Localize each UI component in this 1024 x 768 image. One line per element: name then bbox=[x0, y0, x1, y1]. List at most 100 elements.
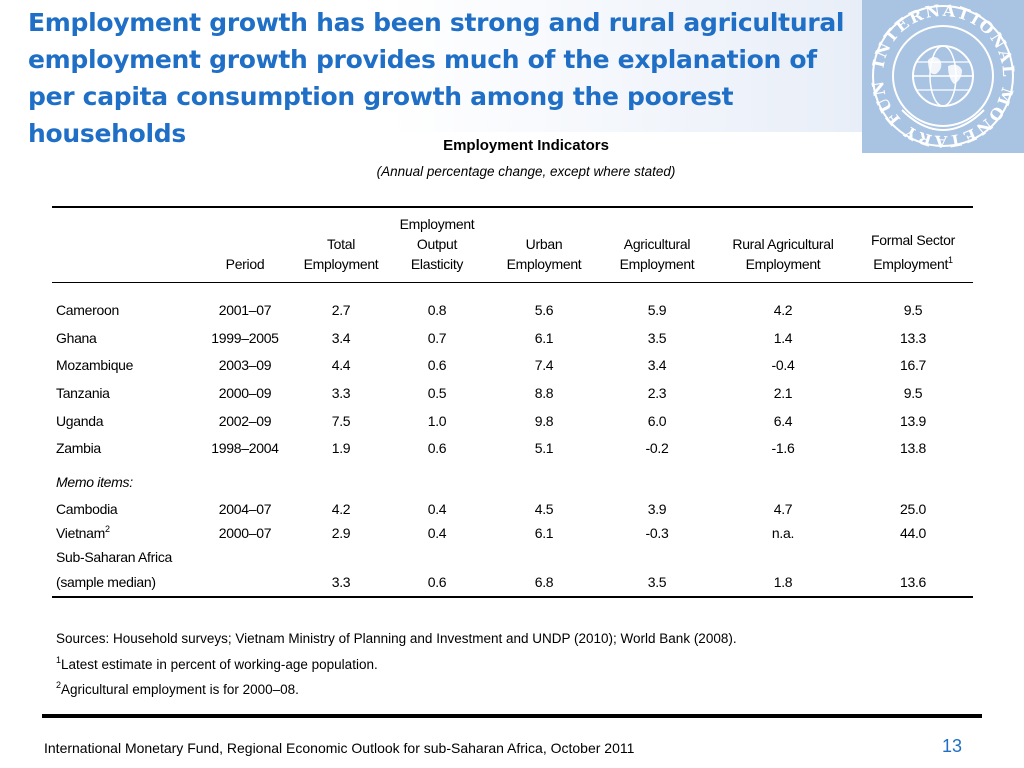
footnote-1-text: Latest estimate in percent of working-ag… bbox=[61, 657, 378, 672]
cell-rural-agri: -1.6 bbox=[771, 440, 795, 456]
header-period: Period bbox=[225, 256, 265, 272]
cell-total: 7.5 bbox=[331, 413, 351, 429]
cell-urban: 6.1 bbox=[534, 525, 554, 541]
header-rural-agri-line1: Rural Agricultural bbox=[732, 236, 834, 252]
cell-agri: -0.3 bbox=[645, 525, 669, 541]
cell-period: 2003–09 bbox=[218, 357, 272, 373]
table-header-rule bbox=[52, 282, 973, 283]
cell-elasticity: 0.7 bbox=[427, 330, 447, 346]
page-number: 13 bbox=[941, 736, 963, 756]
cell-elasticity: 0.4 bbox=[427, 501, 447, 517]
country-name: Uganda bbox=[56, 413, 104, 429]
imf-logo: INTERNATIONAL MONETARY FUND bbox=[862, 0, 1024, 153]
memo-label: Memo items: bbox=[56, 474, 133, 490]
footnote-2: 2Agricultural employment is for 2000–08. bbox=[56, 680, 299, 698]
ssa-label-line2: (sample median) bbox=[56, 574, 156, 590]
ssa-formal: 13.6 bbox=[899, 574, 927, 590]
header-rural-agri-line2: Employment bbox=[745, 256, 821, 272]
cell-urban: 5.1 bbox=[534, 440, 554, 456]
cell-formal: 13.9 bbox=[899, 413, 927, 429]
header-band bbox=[0, 0, 862, 132]
cell-formal: 9.5 bbox=[903, 385, 923, 401]
header-formal-line1: Formal Sector bbox=[870, 232, 955, 248]
cell-total: 2.7 bbox=[331, 302, 351, 318]
row-country: Ghana bbox=[56, 330, 206, 346]
imf-seal-icon: INTERNATIONAL MONETARY FUND bbox=[862, 0, 1016, 151]
header-agricultural-line2: Employment bbox=[619, 256, 695, 272]
table-bottom-rule bbox=[52, 596, 973, 598]
country-name: Cambodia bbox=[56, 501, 118, 517]
cell-formal: 9.5 bbox=[903, 302, 923, 318]
row-country: Zambia bbox=[56, 440, 206, 456]
cell-agri: 6.0 bbox=[647, 413, 667, 429]
cell-formal: 13.3 bbox=[899, 330, 927, 346]
row-country: Tanzania bbox=[56, 385, 206, 401]
cell-total: 3.3 bbox=[331, 385, 351, 401]
cell-period: 2001–07 bbox=[218, 302, 272, 318]
ssa-agri: 3.5 bbox=[647, 574, 667, 590]
cell-period: 2002–09 bbox=[218, 413, 272, 429]
cell-agri: 3.9 bbox=[647, 501, 667, 517]
cell-rural-agri: 4.7 bbox=[773, 501, 793, 517]
header-formal-line2: Employment1 bbox=[852, 254, 974, 274]
row-country: Vietnam2 bbox=[56, 524, 206, 542]
row-country: Mozambique bbox=[56, 357, 206, 373]
footnote-marker: 2 bbox=[105, 524, 110, 534]
footnote-2-text: Agricultural employment is for 2000–08. bbox=[61, 682, 299, 697]
header-agricultural-line1: Agricultural bbox=[623, 236, 691, 252]
header-total-line2: Employment bbox=[303, 256, 379, 272]
cell-agri: 3.5 bbox=[647, 330, 667, 346]
row-country: Cameroon bbox=[56, 302, 206, 318]
footnote-1-marker: 1 bbox=[56, 655, 62, 665]
cell-period: 2000–09 bbox=[218, 385, 272, 401]
cell-elasticity: 1.0 bbox=[427, 413, 447, 429]
cell-elasticity: 0.4 bbox=[427, 525, 447, 541]
footer-source: International Monetary Fund, Regional Ec… bbox=[44, 740, 635, 756]
cell-elasticity: 0.5 bbox=[427, 385, 447, 401]
header-urban-line1: Urban bbox=[525, 236, 563, 252]
footnote-2-marker: 2 bbox=[56, 680, 62, 690]
cell-urban: 7.4 bbox=[534, 357, 554, 373]
table-subtitle: (Annual percentage change, except where … bbox=[376, 164, 676, 179]
header-elasticity-line3: Elasticity bbox=[410, 256, 464, 272]
cell-period: 2000–07 bbox=[218, 525, 272, 541]
cell-period: 2004–07 bbox=[218, 501, 272, 517]
row-country: Uganda bbox=[56, 413, 206, 429]
cell-elasticity: 0.6 bbox=[427, 440, 447, 456]
country-name: Cameroon bbox=[56, 302, 119, 318]
cell-rural-agri: 2.1 bbox=[773, 385, 793, 401]
cell-rural-agri: 1.4 bbox=[773, 330, 793, 346]
cell-agri: -0.2 bbox=[645, 440, 669, 456]
ssa-rural-agri: 1.8 bbox=[773, 574, 793, 590]
cell-formal: 44.0 bbox=[899, 525, 927, 541]
cell-agri: 2.3 bbox=[647, 385, 667, 401]
country-name: Ghana bbox=[56, 330, 97, 346]
cell-formal: 16.7 bbox=[899, 357, 927, 373]
cell-urban: 4.5 bbox=[534, 501, 554, 517]
cell-period: 1999–2005 bbox=[211, 330, 279, 346]
footer-rule bbox=[42, 714, 982, 718]
cell-period: 1998–2004 bbox=[211, 440, 279, 456]
header-formal-text: Employment bbox=[873, 256, 949, 272]
cell-urban: 9.8 bbox=[534, 413, 554, 429]
slide-title: Employment growth has been strong and ru… bbox=[28, 8, 845, 148]
header-total-line1: Total bbox=[326, 236, 356, 252]
sources-note: Sources: Household surveys; Vietnam Mini… bbox=[56, 631, 737, 646]
cell-total: 4.4 bbox=[331, 357, 351, 373]
ssa-elasticity: 0.6 bbox=[427, 574, 447, 590]
cell-urban: 6.1 bbox=[534, 330, 554, 346]
cell-rural-agri: n.a. bbox=[771, 525, 795, 541]
cell-formal: 13.8 bbox=[899, 440, 927, 456]
row-country: Cambodia bbox=[56, 501, 206, 517]
country-name: Vietnam bbox=[56, 525, 106, 541]
cell-rural-agri: 6.4 bbox=[773, 413, 793, 429]
cell-urban: 5.6 bbox=[534, 302, 554, 318]
ssa-label-line1: Sub-Saharan Africa bbox=[56, 549, 173, 565]
cell-total: 3.4 bbox=[331, 330, 351, 346]
cell-agri: 3.4 bbox=[647, 357, 667, 373]
header-elasticity-line1: Employment bbox=[399, 216, 475, 232]
cell-urban: 8.8 bbox=[534, 385, 554, 401]
country-name: Mozambique bbox=[56, 357, 134, 373]
country-name: Tanzania bbox=[56, 385, 110, 401]
table-title: Employment Indicators bbox=[443, 137, 609, 154]
